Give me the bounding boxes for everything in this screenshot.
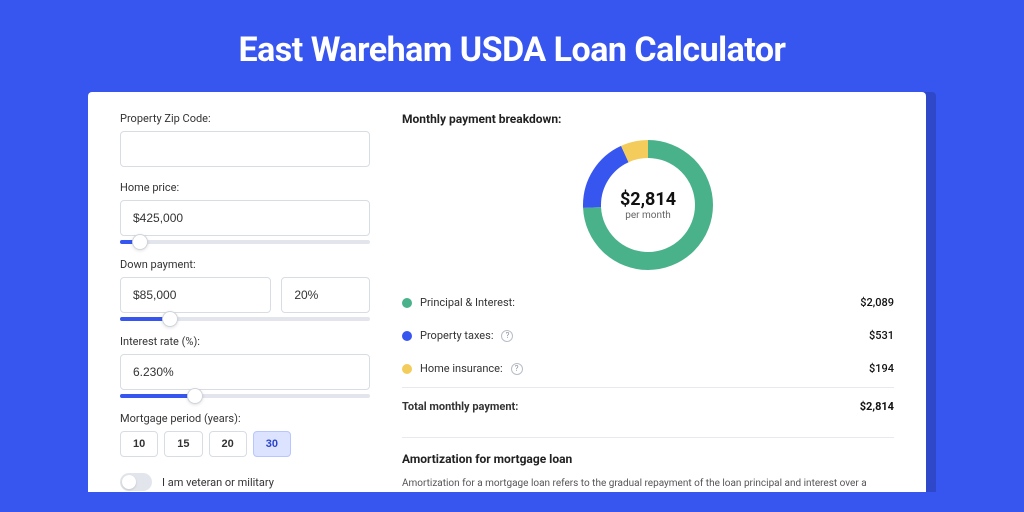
total-value: $2,814 <box>860 400 894 413</box>
legend-row-home_insurance: Home insurance:? $194 <box>402 352 894 385</box>
legend-list: Principal & Interest: $2,089 Property taxe… <box>402 286 894 385</box>
interest-rate-input[interactable] <box>120 354 370 390</box>
legend-dot <box>402 331 412 341</box>
amortization-text: Amortization for a mortgage loan refers … <box>402 476 894 492</box>
legend-label: Property taxes: <box>420 329 493 342</box>
veteran-row: I am veteran or military <box>120 473 370 491</box>
calculator-card: Property Zip Code: Home price: Down paym… <box>88 92 926 492</box>
down-payment-amount-input[interactable] <box>120 277 271 313</box>
legend-value: $2,089 <box>860 296 894 309</box>
legend-row-principal_interest: Principal & Interest: $2,089 <box>402 286 894 319</box>
veteran-label: I am veteran or military <box>162 476 274 489</box>
zip-label: Property Zip Code: <box>120 112 370 125</box>
down-payment-slider[interactable] <box>120 317 370 321</box>
down-payment-field: Down payment: <box>120 258 370 321</box>
info-icon[interactable]: ? <box>511 363 523 375</box>
period-options: 1015 2030 <box>120 431 370 457</box>
veteran-toggle-knob <box>122 475 136 489</box>
veteran-toggle[interactable] <box>120 473 152 491</box>
form-column: Property Zip Code: Home price: Down paym… <box>120 112 370 492</box>
zip-input[interactable] <box>120 131 370 167</box>
legend-value: $531 <box>869 329 894 342</box>
card-shadow: Property Zip Code: Home price: Down paym… <box>88 92 936 492</box>
legend-label: Principal & Interest: <box>420 296 515 309</box>
down-payment-slider-thumb[interactable] <box>162 311 178 327</box>
legend-row-property_taxes: Property taxes:? $531 <box>402 319 894 352</box>
interest-rate-slider-fill <box>120 394 195 398</box>
down-payment-percent-input[interactable] <box>281 277 370 313</box>
home-price-input[interactable] <box>120 200 370 236</box>
down-payment-label: Down payment: <box>120 258 370 271</box>
interest-rate-field: Interest rate (%): <box>120 335 370 398</box>
amortization-title: Amortization for mortgage loan <box>402 452 894 466</box>
legend-value: $194 <box>869 362 894 375</box>
amortization-section: Amortization for mortgage loan Amortizat… <box>402 437 894 492</box>
home-price-slider[interactable] <box>120 240 370 244</box>
home-price-slider-thumb[interactable] <box>132 234 148 250</box>
home-price-field: Home price: <box>120 181 370 244</box>
period-label: Mortgage period (years): <box>120 412 370 425</box>
period-option-10[interactable]: 10 <box>120 431 158 457</box>
breakdown-title: Monthly payment breakdown: <box>402 112 894 126</box>
donut-amount: $2,814 <box>620 189 676 210</box>
donut-sub: per month <box>625 210 671 221</box>
total-label: Total monthly payment: <box>402 400 518 413</box>
page-title: East Wareham USDA Loan Calculator <box>0 0 1024 92</box>
donut-container: $2,814 per month <box>402 140 894 270</box>
period-option-30[interactable]: 30 <box>253 431 291 457</box>
breakdown-column: Monthly payment breakdown: $2,814 per mo… <box>402 112 894 492</box>
home-price-label: Home price: <box>120 181 370 194</box>
period-option-20[interactable]: 20 <box>209 431 247 457</box>
info-icon[interactable]: ? <box>501 330 513 342</box>
legend-dot <box>402 364 412 374</box>
interest-rate-slider-thumb[interactable] <box>187 388 203 404</box>
donut-center: $2,814 per month <box>583 140 713 270</box>
donut-chart: $2,814 per month <box>583 140 713 270</box>
period-field: Mortgage period (years): 1015 2030 <box>120 412 370 457</box>
period-option-15[interactable]: 15 <box>164 431 202 457</box>
total-row: Total monthly payment: $2,814 <box>402 387 894 423</box>
legend-dot <box>402 298 412 308</box>
zip-field: Property Zip Code: <box>120 112 370 167</box>
interest-rate-slider[interactable] <box>120 394 370 398</box>
legend-label: Home insurance: <box>420 362 503 375</box>
interest-rate-label: Interest rate (%): <box>120 335 370 348</box>
